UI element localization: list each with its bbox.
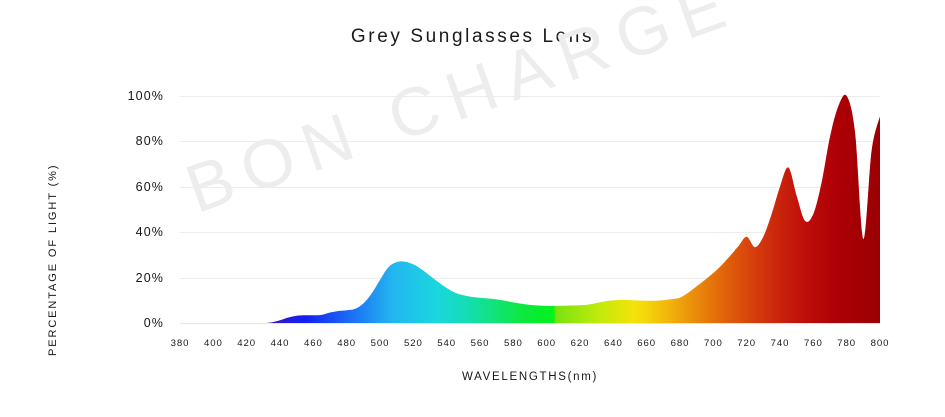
x-tick-label: 740 [770,338,790,349]
x-tick-label: 440 [270,338,290,349]
y-tick-label: 100% [127,89,164,103]
x-tick-label: 560 [470,338,490,349]
x-tick-label: 660 [637,338,657,349]
x-tick-label: 520 [403,338,423,349]
x-tick-label: 800 [870,338,890,349]
spectrum-area-series [180,94,880,324]
x-tick-label: 600 [537,338,557,349]
y-axis-tick-labels: 0% 20% 40% 60% 80% 100% [100,89,172,330]
x-tick-label: 780 [837,338,857,349]
y-tick-label: 0% [143,316,164,330]
x-tick-label: 580 [503,338,523,349]
x-tick-label: 400 [203,338,223,349]
x-tick-label: 680 [670,338,690,349]
x-tick-label: 500 [370,338,390,349]
x-tick-label: 700 [703,338,723,349]
x-tick-label: 720 [737,338,757,349]
x-tick-label: 480 [337,338,357,349]
x-tick-label: 620 [570,338,590,349]
x-axis-tick-labels: 380 400 420 440 460 480 500 520 540 560 580 600 620 6… [171,338,889,356]
plot-area [180,94,880,324]
y-tick-label: 80% [135,134,164,149]
x-tick-label: 460 [303,338,323,349]
x-tick-label: 540 [437,338,457,349]
x-tick-label: 640 [603,338,623,349]
y-tick-label: 40% [135,225,164,240]
x-tick-label: 420 [237,338,257,349]
x-axis-title: WAVELENGTHS(nm) [461,371,599,383]
y-tick-label: 20% [135,270,164,285]
x-tick-label: 380 [170,338,190,349]
x-tick-label: 760 [803,338,823,349]
gridline [180,323,880,324]
y-tick-label: 60% [135,179,164,194]
y-axis-title: PERCENTAGE OF LIGHT (%) [47,0,65,356]
y-axis-title-text: PERCENTAGE OF LIGHT (%) [47,163,59,356]
page-title: Grey Sunglasses Lens [350,26,595,47]
